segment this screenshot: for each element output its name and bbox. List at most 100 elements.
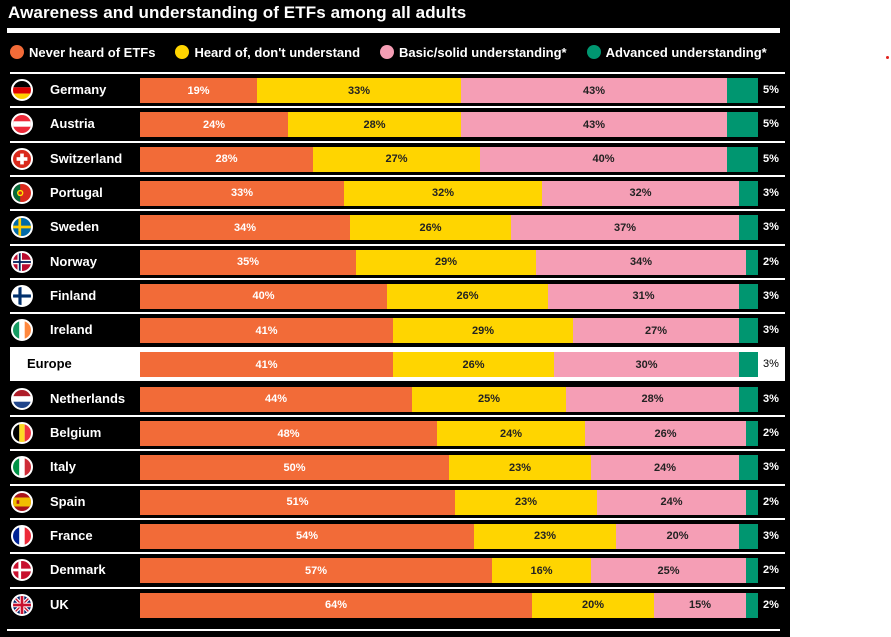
- bar-denmark-heard-of: 16%: [492, 558, 591, 584]
- row-separator: [10, 586, 785, 589]
- switzerland-flag-icon: [11, 147, 33, 170]
- data-label-finland-basic-solid: 31%: [632, 290, 655, 303]
- bar-italy-basic-solid: 24%: [591, 455, 739, 481]
- bar-uk-never-heard: 64%: [140, 592, 532, 618]
- bar-portugal-advanced: [739, 180, 758, 206]
- bar-sweden-never-heard: 34%: [140, 215, 350, 241]
- bar-sweden-advanced: [739, 215, 758, 241]
- data-label-austria-advanced: 5%: [763, 118, 779, 131]
- ireland-flag-icon: [11, 319, 33, 342]
- row-separator: [10, 174, 785, 177]
- bar-netherlands-never-heard: 44%: [140, 386, 412, 412]
- category-label-europe: Europe: [27, 356, 72, 372]
- data-label-switzerland-never-heard: 28%: [215, 153, 238, 166]
- bar-switzerland-heard-of: 27%: [313, 146, 480, 172]
- legend-label-heard-of: Heard of, don't understand: [194, 44, 361, 60]
- bar-germany-never-heard: 19%: [140, 78, 257, 103]
- data-label-netherlands-never-heard: 44%: [264, 393, 288, 406]
- bar-spain-advanced: [746, 489, 758, 515]
- data-label-austria-basic-solid: 43%: [582, 118, 606, 131]
- legend-swatch-heard-of: [175, 45, 190, 59]
- category-label-norway: Norway: [50, 253, 97, 269]
- data-label-sweden-never-heard: 34%: [233, 221, 257, 234]
- bar-finland-basic-solid: 31%: [548, 283, 739, 309]
- legend: Never heard of ETFs Heard of, don't unde…: [10, 43, 787, 61]
- data-label-europe-never-heard: 41%: [255, 358, 278, 371]
- data-label-italy-heard-of: 23%: [508, 461, 532, 474]
- marker-dot: [886, 56, 889, 59]
- category-label-france: France: [50, 527, 93, 543]
- legend-item-basic-solid: Basic/solid understanding*: [380, 45, 567, 60]
- bar-spain-basic-solid: 24%: [597, 489, 746, 515]
- category-label-italy: Italy: [50, 459, 77, 475]
- category-label-ireland: Ireland: [50, 322, 93, 338]
- data-label-spain-basic-solid: 24%: [660, 496, 683, 509]
- row-separator: [10, 243, 785, 246]
- data-label-denmark-advanced: 2%: [763, 564, 779, 577]
- data-label-finland-never-heard: 40%: [252, 290, 275, 303]
- data-label-belgium-never-heard: 48%: [277, 427, 300, 440]
- bar-spain-never-heard: 51%: [140, 489, 455, 515]
- bar-belgium-basic-solid: 26%: [585, 421, 746, 446]
- bar-netherlands-advanced: [739, 386, 758, 412]
- data-label-belgium-advanced: 2%: [763, 427, 779, 439]
- bar-finland-heard-of: 26%: [387, 283, 548, 309]
- bar-ireland-advanced: [739, 318, 758, 344]
- bar-france-advanced: [739, 523, 758, 549]
- portugal-flag-icon: [11, 181, 33, 204]
- denmark-flag-icon: [11, 559, 33, 582]
- category-label-finland: Finland: [50, 287, 97, 303]
- data-label-switzerland-heard-of: 27%: [385, 153, 408, 166]
- data-label-belgium-basic-solid: 26%: [654, 427, 677, 440]
- category-label-sweden: Sweden: [50, 219, 100, 235]
- data-label-uk-never-heard: 64%: [324, 599, 348, 611]
- bar-netherlands-basic-solid: 28%: [566, 386, 739, 412]
- data-label-ireland-basic-solid: 27%: [644, 324, 668, 337]
- bar-denmark-advanced: [746, 558, 758, 584]
- legend-item-advanced: Advanced understanding*: [586, 44, 767, 60]
- data-label-portugal-advanced: 3%: [763, 186, 779, 199]
- bar-europe-basic-solid: 30%: [554, 352, 739, 378]
- bar-uk-advanced: [746, 592, 758, 618]
- legend-label-never-heard: Never heard of ETFs: [29, 44, 156, 60]
- category-label-portugal: Portugal: [50, 184, 103, 200]
- italy-flag-icon: [11, 456, 33, 479]
- bar-europe-advanced: [739, 352, 758, 378]
- data-label-spain-never-heard: 51%: [286, 496, 309, 509]
- data-label-germany-heard-of: 33%: [347, 84, 371, 97]
- data-label-france-heard-of: 23%: [533, 530, 557, 543]
- legend-label-advanced: Advanced understanding*: [605, 44, 767, 60]
- data-label-sweden-advanced: 3%: [763, 221, 779, 234]
- bar-switzerland-basic-solid: 40%: [480, 146, 727, 172]
- data-label-switzerland-advanced: 5%: [763, 152, 779, 165]
- row-separator: [10, 72, 785, 74]
- data-label-denmark-basic-solid: 25%: [657, 564, 680, 577]
- data-label-finland-advanced: 3%: [763, 289, 779, 302]
- data-label-france-never-heard: 54%: [295, 530, 319, 543]
- bar-uk-basic-solid: 15%: [654, 592, 746, 618]
- bar-portugal-never-heard: 33%: [140, 180, 344, 206]
- bar-austria-heard-of: 28%: [288, 112, 461, 138]
- data-label-italy-basic-solid: 24%: [653, 461, 677, 474]
- data-label-germany-basic-solid: 43%: [582, 84, 606, 97]
- bar-europe-heard-of: 26%: [393, 352, 554, 378]
- row-separator: [10, 483, 785, 486]
- data-label-norway-basic-solid: 34%: [629, 256, 653, 268]
- data-label-portugal-basic-solid: 32%: [629, 187, 652, 200]
- bar-uk-heard-of: 20%: [532, 592, 654, 618]
- bar-germany-heard-of: 33%: [257, 78, 461, 103]
- france-flag-icon: [11, 524, 33, 547]
- bar-europe-never-heard: 41%: [140, 352, 393, 378]
- row-separator: [10, 106, 785, 109]
- row-separator: [10, 312, 785, 315]
- bar-france-never-heard: 54%: [140, 523, 474, 549]
- data-label-germany-never-heard: 19%: [187, 84, 210, 97]
- data-label-austria-heard-of: 28%: [363, 118, 386, 131]
- bar-norway-advanced: [746, 249, 758, 275]
- bar-italy-advanced: [739, 455, 758, 481]
- data-label-ireland-advanced: 3%: [763, 324, 779, 337]
- row-separator: [10, 415, 785, 417]
- data-label-europe-advanced: 3%: [763, 358, 779, 371]
- bar-norway-basic-solid: 34%: [536, 249, 746, 275]
- row-separator: [10, 517, 785, 520]
